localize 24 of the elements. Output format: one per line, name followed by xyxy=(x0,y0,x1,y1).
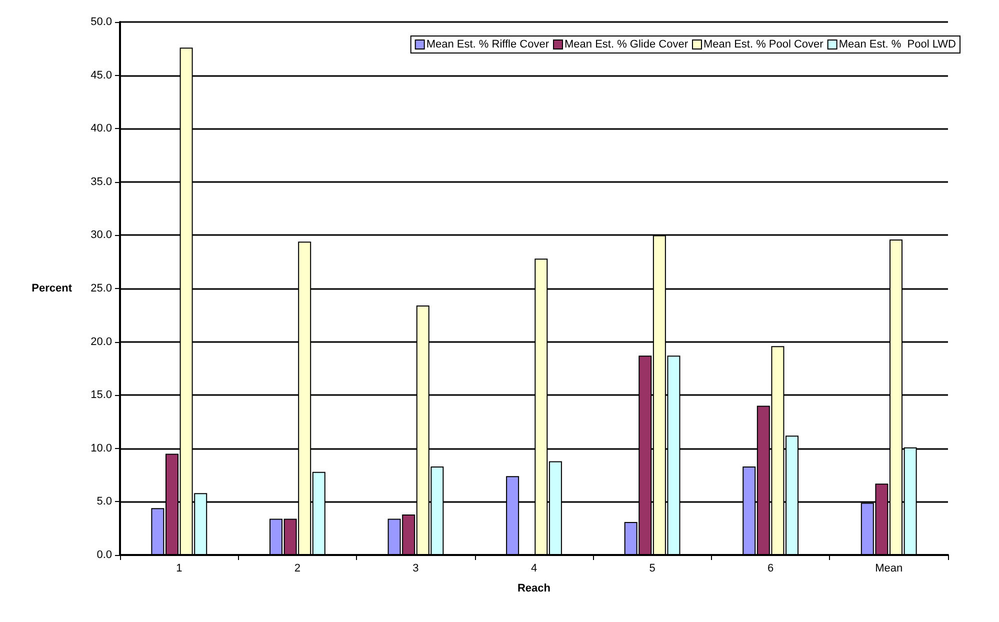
x-tick-label: Mean xyxy=(875,562,903,574)
y-tick-label: 10.0 xyxy=(90,442,112,454)
x-tick-label: 2 xyxy=(294,562,300,574)
y-tick-label: 35.0 xyxy=(90,176,112,188)
y-tick-label: 5.0 xyxy=(96,496,112,508)
y-tick-label: 30.0 xyxy=(90,229,112,242)
x-tick-label: 1 xyxy=(176,562,182,574)
x-tick-label: 3 xyxy=(412,562,419,574)
x-axis-title: Reach xyxy=(517,582,551,594)
x-tick-label: 4 xyxy=(530,562,538,574)
y-tick-label: 0.0 xyxy=(96,549,112,561)
y-tick-label: 20.0 xyxy=(90,336,112,348)
y-tick-label: 25.0 xyxy=(90,282,112,294)
x-tick-label: 6 xyxy=(768,562,774,574)
x-tick-label: 5 xyxy=(649,562,656,574)
legend-label: Mean Est. % Glide Cover xyxy=(564,38,688,50)
legend-label: Mean Est. % Pool Cover xyxy=(704,38,824,50)
legend-label: Mean Est. % Pool LWD xyxy=(838,38,956,50)
y-tick-label: 40.0 xyxy=(90,122,112,135)
y-tick-label: 50.0 xyxy=(90,16,112,28)
legend-label: Mean Est. % Riffle Cover xyxy=(426,38,550,50)
y-tick-label: 15.0 xyxy=(90,389,112,402)
y-axis-title: Percent xyxy=(32,282,72,294)
y-tick-label: 45.0 xyxy=(90,69,112,82)
